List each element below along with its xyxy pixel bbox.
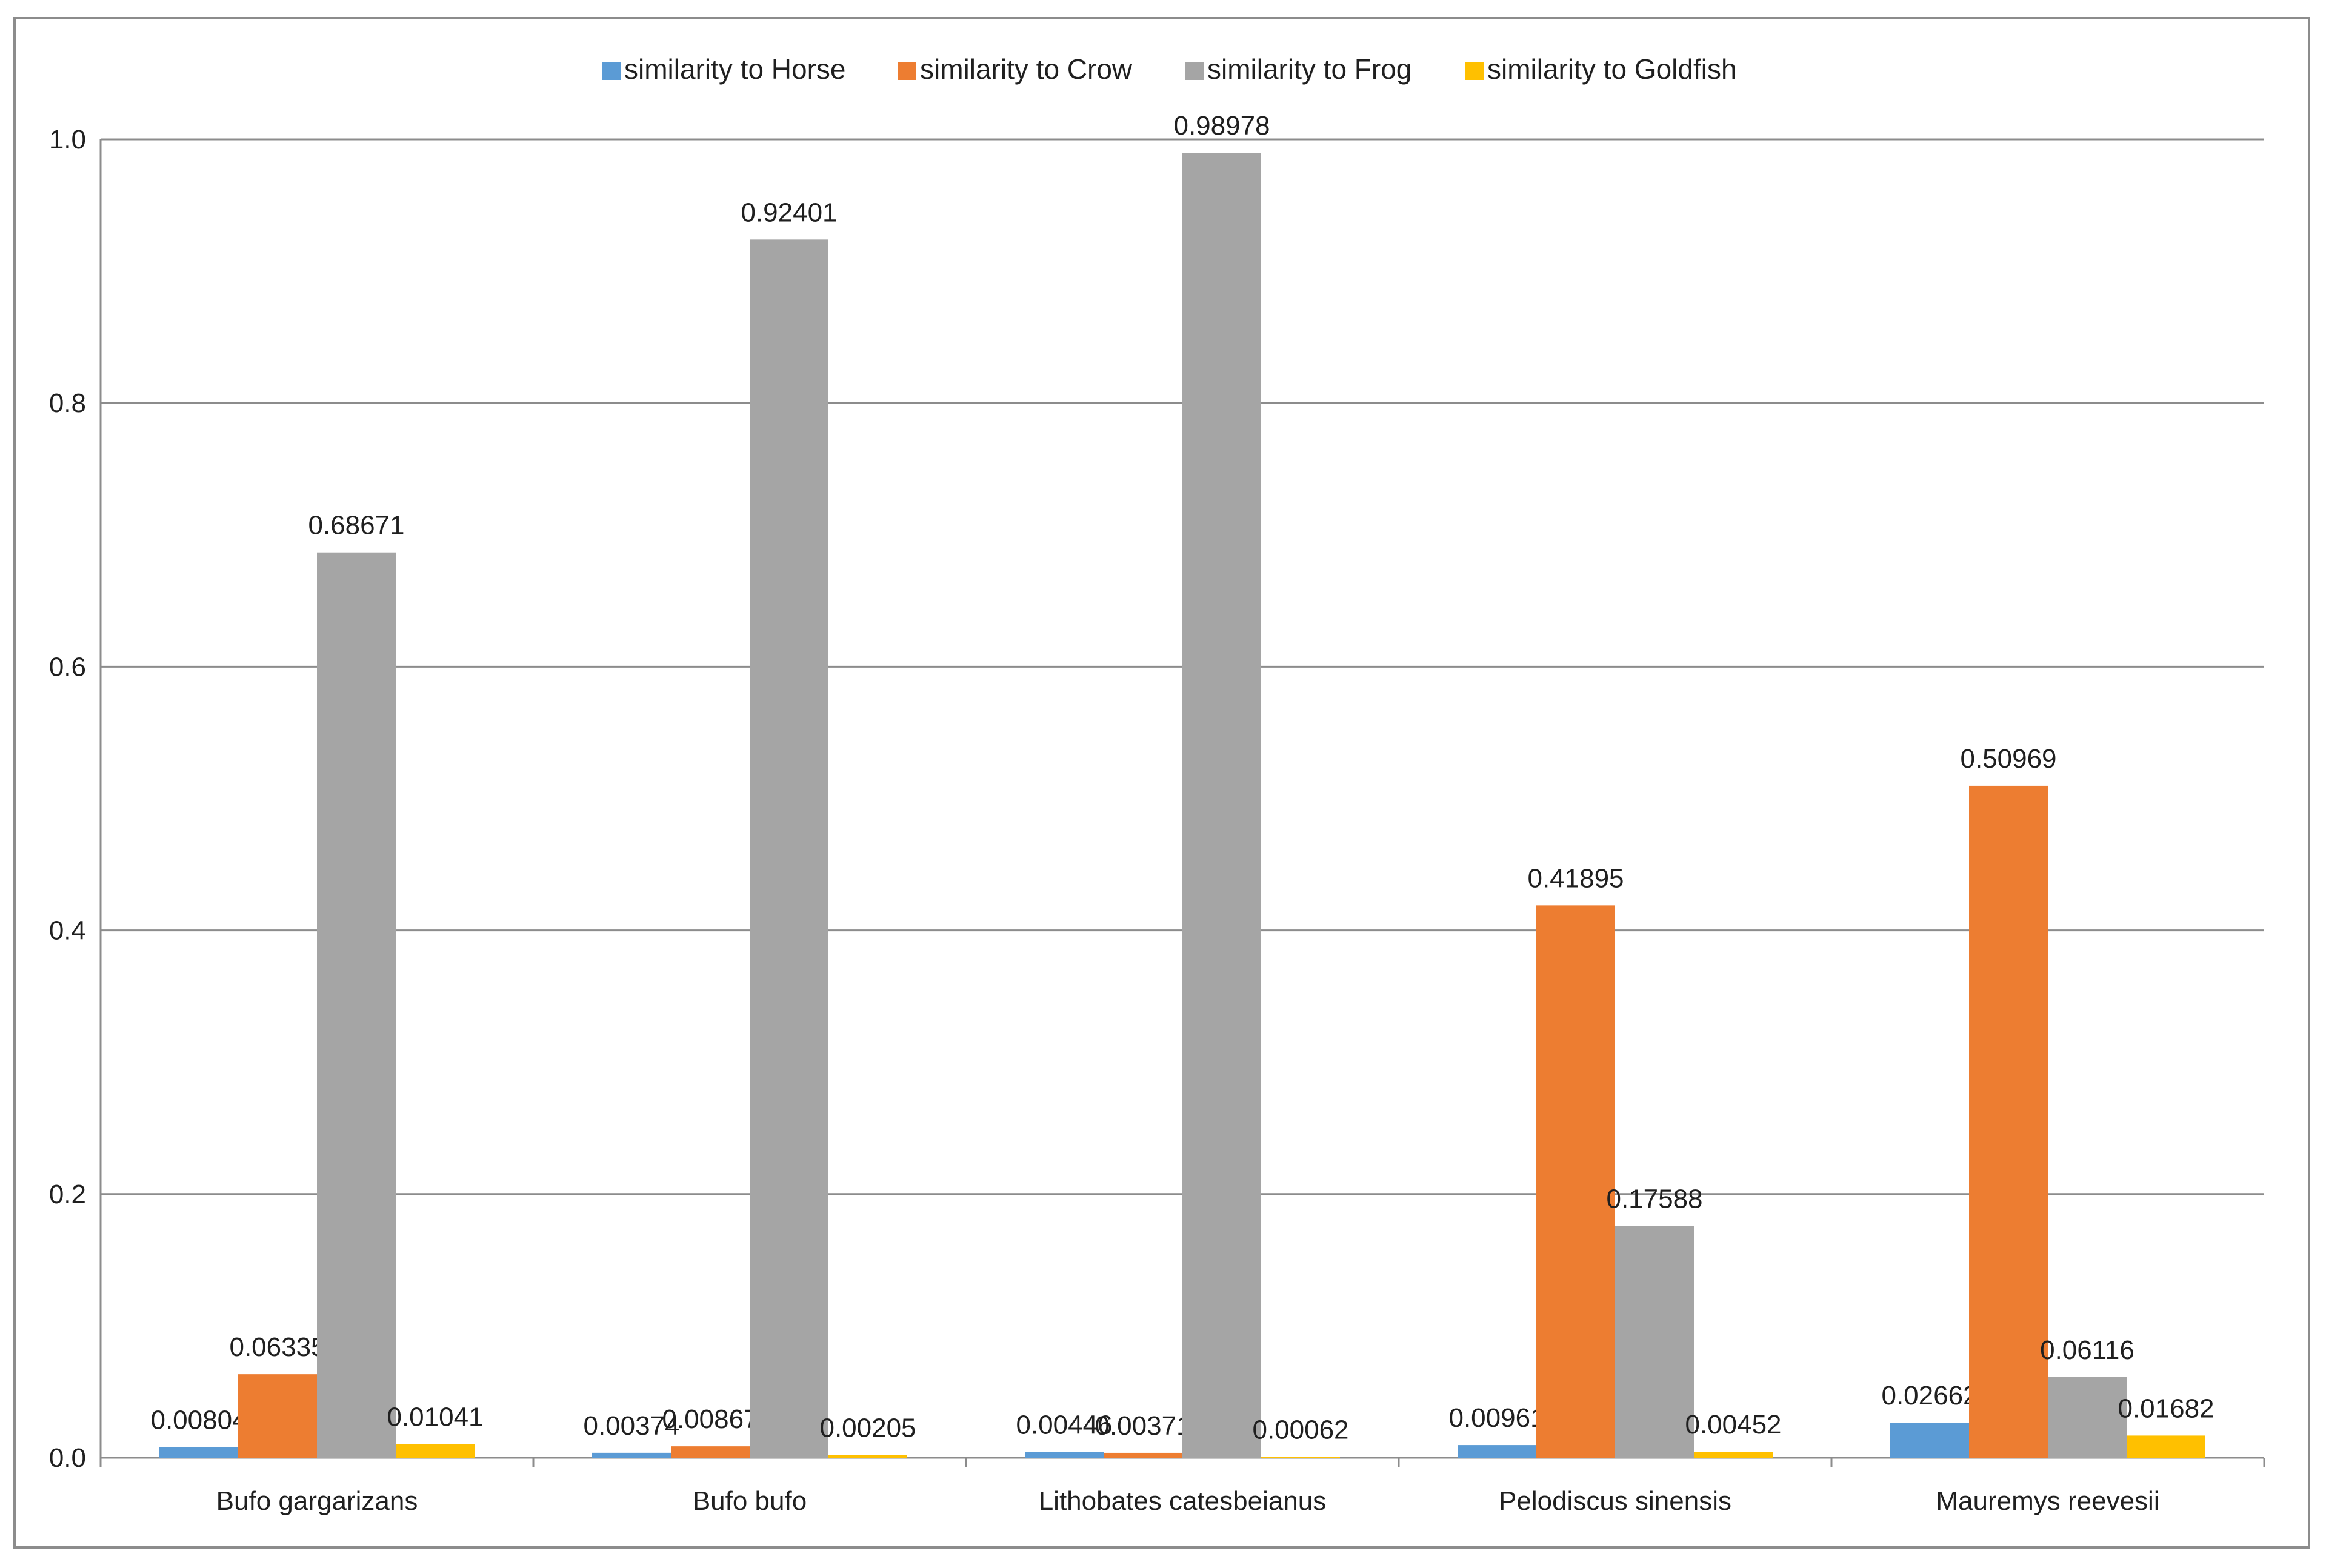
x-tick-label: Lithobates catesbeianus xyxy=(1039,1486,1327,1516)
y-tick-label: 1.0 xyxy=(49,125,86,154)
x-tick-label: Bufo gargarizans xyxy=(216,1486,418,1516)
x-tick-label: Mauremys reevesii xyxy=(1936,1486,2159,1516)
data-label: 0.00804 xyxy=(150,1406,247,1435)
legend-swatch xyxy=(602,62,621,80)
data-label: 0.01041 xyxy=(387,1402,483,1432)
y-tick-label: 0.8 xyxy=(49,388,86,418)
legend-label: similarity to Frog xyxy=(1207,53,1411,85)
data-label: 0.00062 xyxy=(1252,1415,1348,1445)
x-tick-label: Bufo bufo xyxy=(693,1486,807,1516)
bar-similarity-to-goldfish xyxy=(1261,1457,1340,1458)
data-label: 0.41895 xyxy=(1527,863,1624,893)
data-label: 0.17588 xyxy=(1606,1184,1702,1214)
data-label: 0.00446 xyxy=(1016,1410,1112,1440)
bar-similarity-to-horse xyxy=(592,1452,671,1458)
data-label: 0.50969 xyxy=(1960,744,2056,774)
data-label: 0.00371 xyxy=(1095,1411,1191,1441)
legend-swatch xyxy=(898,62,916,80)
bar-similarity-to-frog xyxy=(317,552,396,1458)
bar-similarity-to-frog xyxy=(2048,1377,2127,1458)
data-label: 0.68671 xyxy=(308,511,404,540)
y-tick-label: 0.6 xyxy=(49,652,86,682)
bar-similarity-to-frog xyxy=(1182,153,1261,1458)
bar-similarity-to-crow xyxy=(238,1374,317,1458)
bar-similarity-to-horse xyxy=(1025,1452,1104,1458)
data-label: 0.02662 xyxy=(1881,1381,1978,1410)
legend-label: similarity to Crow xyxy=(920,53,1133,85)
x-tick-label: Pelodiscus sinensis xyxy=(1499,1486,1731,1516)
bar-similarity-to-crow xyxy=(671,1446,750,1458)
data-label: 0.00374 xyxy=(583,1411,679,1441)
data-label: 0.06335 xyxy=(229,1332,325,1362)
bar-similarity-to-goldfish xyxy=(828,1455,907,1458)
bar-similarity-to-frog xyxy=(750,239,828,1458)
bar-similarity-to-crow xyxy=(1536,905,1615,1458)
bar-similarity-to-horse xyxy=(1458,1445,1536,1458)
legend-label: similarity to Horse xyxy=(624,53,846,85)
legend-swatch xyxy=(1185,62,1204,80)
y-tick-label: 0.4 xyxy=(49,916,86,946)
bar-similarity-to-frog xyxy=(1615,1226,1694,1458)
data-label: 0.06116 xyxy=(2040,1335,2134,1365)
data-label: 0.00452 xyxy=(1685,1410,1781,1440)
bar-similarity-to-crow xyxy=(1969,785,2048,1458)
bar-similarity-to-crow xyxy=(1104,1452,1182,1458)
bar-chart: 0.0 0.2 0.4 0.6 0.8 1.0 0.00804 0.06335 0.68671 0… xyxy=(49,53,2265,1516)
y-tick-label: 0.0 xyxy=(49,1443,86,1473)
legend-swatch xyxy=(1465,62,1484,80)
data-label: 0.00205 xyxy=(819,1414,916,1443)
data-label: 0.01682 xyxy=(2118,1394,2214,1423)
data-label: 0.00961 xyxy=(1448,1403,1545,1433)
bar-similarity-to-goldfish xyxy=(396,1444,475,1458)
bar-similarity-to-horse xyxy=(159,1447,238,1458)
bar-similarity-to-goldfish xyxy=(2127,1435,2205,1458)
y-tick-label: 0.2 xyxy=(49,1180,86,1209)
data-label: 0.92401 xyxy=(741,198,837,227)
legend-label: similarity to Goldfish xyxy=(1487,53,1737,85)
bar-similarity-to-horse xyxy=(1890,1423,1969,1458)
data-label: 0.98978 xyxy=(1173,111,1270,141)
chart-frame: 0.0 0.2 0.4 0.6 0.8 1.0 0.00804 0.06335 0.68671 0… xyxy=(13,17,2310,1549)
bar-similarity-to-goldfish xyxy=(1694,1452,1773,1458)
data-label: 0.00867 xyxy=(662,1404,758,1434)
